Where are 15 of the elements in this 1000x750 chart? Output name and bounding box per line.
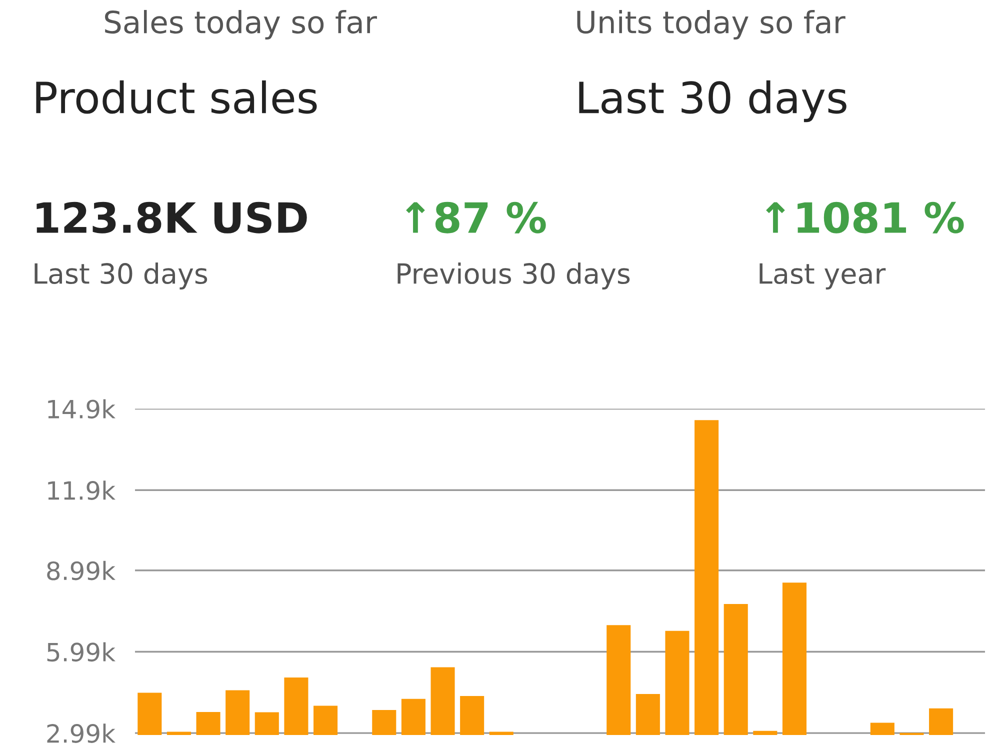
text: ↑87 %	[406, 202, 546, 234]
y-tick-label: 5.99k	[47, 642, 116, 662]
y-tick-label: 8.99k	[47, 560, 116, 580]
chart-subtitle: Last 30 days	[579, 80, 846, 122]
text: Last year	[760, 263, 886, 290]
text: Previous 30 days	[398, 262, 630, 290]
text: ↑1081 %	[766, 202, 964, 234]
text: Last 30 days	[34, 262, 208, 290]
y-tick-label: 14.9k	[48, 399, 116, 419]
y-tick-label: 2.99k	[47, 724, 116, 743]
chart-title: Product sales	[36, 80, 317, 114]
text: Units today so far	[577, 10, 846, 40]
text: Sales today so far	[105, 10, 377, 40]
y-tick-label: 11.9k	[48, 480, 116, 500]
text: 123.8K USD	[36, 202, 307, 234]
